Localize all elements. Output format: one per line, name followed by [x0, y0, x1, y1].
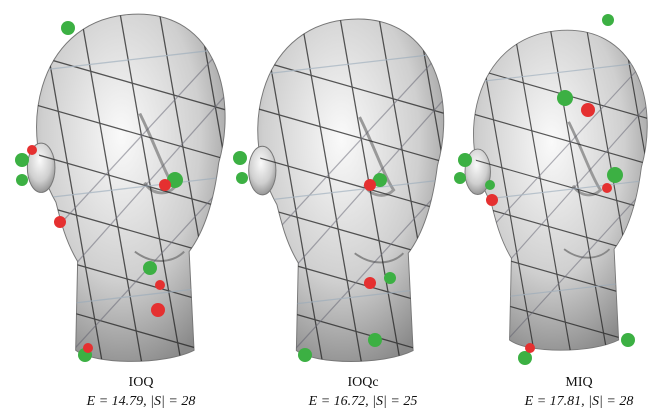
panel-label: IOQ: [30, 374, 252, 392]
head-renders: [0, 0, 667, 370]
head-ioq: [0, 0, 273, 370]
panel-caption: E = 16.72, |S| = 25: [252, 393, 474, 411]
figure: IOQ E = 14.79, |S| = 28 IOQc E = 16.72, …: [0, 0, 667, 414]
head-miq: [437, 4, 667, 368]
panel-label: MIQ: [468, 374, 667, 392]
panel-caption: E = 14.79, |S| = 28: [30, 393, 252, 411]
panel-caption: E = 17.81, |S| = 28: [468, 393, 667, 411]
panel-label: IOQc: [252, 374, 474, 392]
head-ioqc: [219, 0, 491, 370]
